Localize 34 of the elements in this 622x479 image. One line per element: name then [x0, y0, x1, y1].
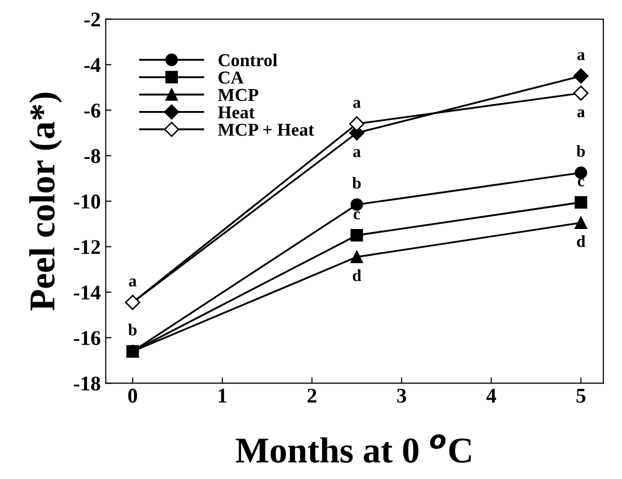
- annotation: a: [353, 100, 361, 108]
- annotation: a: [353, 149, 361, 158]
- y-tick-label: -4: [84, 58, 100, 72]
- y-tick-label: -2: [84, 12, 100, 26]
- x-tick-label: 4: [486, 388, 496, 403]
- annotation: b: [128, 324, 137, 336]
- x-tick-label: 2: [308, 388, 316, 403]
- y-tick-label: -8: [84, 149, 100, 164]
- x-tick-label: 3: [397, 388, 406, 403]
- x-axis-title: Months at 0 $^{o}$C: [236, 434, 471, 463]
- y-tick-label: -12: [74, 240, 100, 254]
- legend-label: MCP: [218, 88, 258, 102]
- annotation: a: [129, 278, 137, 287]
- annotation: b: [576, 145, 585, 157]
- annotation: c: [578, 178, 584, 186]
- x-tick-label: 1: [218, 388, 226, 403]
- x-tick-label: 0: [128, 388, 138, 403]
- annotation: a: [577, 52, 585, 60]
- y-tick-label: -6: [84, 104, 100, 118]
- x-tick-label: 5: [576, 388, 586, 403]
- annotation: a: [577, 109, 585, 118]
- y-tick-label: -10: [74, 194, 100, 209]
- legend-label: Control: [218, 54, 278, 66]
- legend-label: Heat: [218, 106, 255, 118]
- y-tick-label: -14: [74, 286, 100, 300]
- legend-label: MCP + Heat: [218, 124, 314, 136]
- annotation: d: [576, 235, 586, 248]
- legend-label: CA: [218, 72, 244, 84]
- annotation: c: [354, 211, 360, 220]
- annotation: d: [352, 269, 362, 282]
- y-axis-title: Peel color (a*): [29, 92, 62, 311]
- y-tick-label: -16: [74, 331, 100, 346]
- annotation: b: [352, 176, 361, 189]
- y-tick-label: -18: [74, 376, 100, 391]
